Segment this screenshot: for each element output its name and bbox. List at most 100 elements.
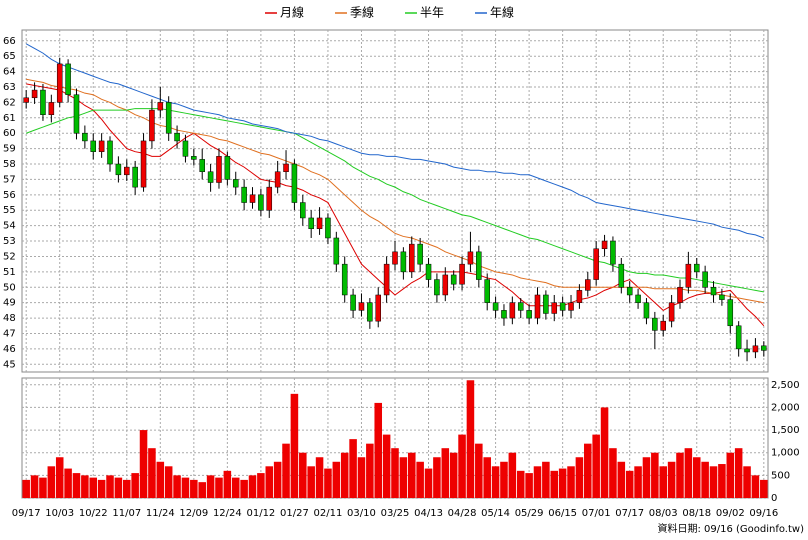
y-tick-label: 51 [3, 267, 16, 278]
y-tick-label: 50 [3, 282, 16, 293]
candle-body [408, 243, 415, 273]
y-tick-label: 55 [3, 205, 16, 216]
volume-bar [332, 461, 341, 498]
volume-bar [491, 466, 500, 498]
candle-body [266, 186, 273, 211]
volume-bar [676, 452, 684, 498]
volume-bar [617, 461, 626, 498]
x-tick-label: 08/03 [649, 508, 678, 519]
candle-body [157, 102, 164, 111]
x-tick-label: 03/10 [347, 508, 376, 519]
volume-bar [114, 477, 123, 498]
y-tick-label: 49 [3, 298, 16, 309]
volume-bar [508, 452, 517, 498]
volume-bar [257, 473, 265, 498]
footer: 資料日期: 09/16 (Goodinfo.tw) [657, 522, 804, 535]
candle-body [534, 294, 541, 319]
candle-body [174, 132, 180, 142]
candle-body [652, 317, 658, 331]
candle-body [727, 299, 734, 327]
candle-body [744, 348, 750, 353]
volume-bar [30, 475, 39, 498]
x-tick-label: 04/28 [448, 508, 477, 519]
candle-body [216, 156, 222, 183]
candle-body [576, 290, 583, 303]
candle-body [107, 140, 113, 165]
volume-bar [273, 461, 282, 498]
volume-bar [64, 468, 72, 498]
candle-body [283, 163, 289, 172]
candle-body [241, 186, 247, 203]
candle-body [517, 302, 524, 311]
candle-body [425, 263, 432, 280]
volume-bar [290, 393, 299, 498]
candle-body [316, 217, 323, 229]
volume-bar [156, 461, 165, 498]
volume-bar [424, 468, 433, 498]
volume-bar [198, 482, 206, 498]
volume-bar [231, 477, 240, 498]
candle-body [551, 302, 558, 314]
volume-bar [609, 448, 617, 498]
volume-bar [475, 443, 483, 498]
y-tick-label: 54 [3, 221, 16, 232]
candle-body [199, 159, 205, 172]
ma-line [26, 83, 765, 327]
volume-bar [366, 443, 374, 498]
volume-bar [651, 452, 659, 498]
candle-body [509, 302, 516, 319]
volume-bar [123, 479, 131, 498]
volume-bar [701, 461, 709, 498]
volume-bar [215, 477, 223, 498]
volume-bar [407, 452, 416, 498]
volume-bar [315, 457, 324, 498]
volume-bar [634, 466, 642, 498]
candle-body [191, 156, 197, 160]
legend-label: 半年 [420, 6, 444, 20]
volume-bar [575, 457, 584, 498]
candle-body [467, 251, 474, 265]
volume-bar [190, 479, 198, 498]
candle-body [367, 302, 373, 322]
candle-body [568, 302, 574, 311]
candle-body [350, 294, 356, 311]
x-tick-label: 08/18 [682, 508, 711, 519]
x-tick-label: 02/11 [314, 508, 343, 519]
candle-body [300, 202, 306, 219]
candle-body [710, 287, 717, 296]
x-tick-label: 12/24 [213, 508, 242, 519]
x-tick-label: 09/02 [716, 508, 745, 519]
candle-body [593, 248, 599, 280]
legend-label: 年線 [490, 5, 514, 20]
volume-bar [500, 461, 508, 498]
candle-body [484, 279, 490, 303]
y-tick-label: 61 [3, 113, 16, 124]
x-tick-label: 05/29 [515, 508, 544, 519]
volume-bar [600, 407, 609, 498]
candle-body [165, 102, 172, 134]
volume-bar [240, 479, 248, 498]
volume-bar [81, 475, 89, 498]
volume-bar [173, 475, 181, 498]
candle-body [702, 271, 708, 288]
candle-body [308, 217, 314, 229]
volume-bar [542, 461, 550, 498]
volume-bar [558, 468, 567, 498]
volume-bar [139, 430, 148, 498]
candle-body [31, 89, 38, 99]
candle-body [635, 294, 641, 303]
x-tick-label: 06/15 [548, 508, 577, 519]
volume-bar [483, 457, 491, 498]
candle-body [459, 263, 465, 285]
y-tick-label: 59 [3, 144, 16, 155]
x-tick-label: 10/22 [79, 508, 108, 519]
volume-bar [734, 448, 743, 498]
volume-bar [642, 457, 651, 498]
y2-tick-label: 2,000 [771, 402, 800, 413]
legend-label: 季線 [350, 5, 374, 20]
volume-bar [625, 470, 634, 498]
candle-body [442, 274, 449, 296]
volume-bar [148, 448, 156, 498]
x-tick-label: 10/03 [45, 508, 74, 519]
candle-body [291, 163, 298, 203]
